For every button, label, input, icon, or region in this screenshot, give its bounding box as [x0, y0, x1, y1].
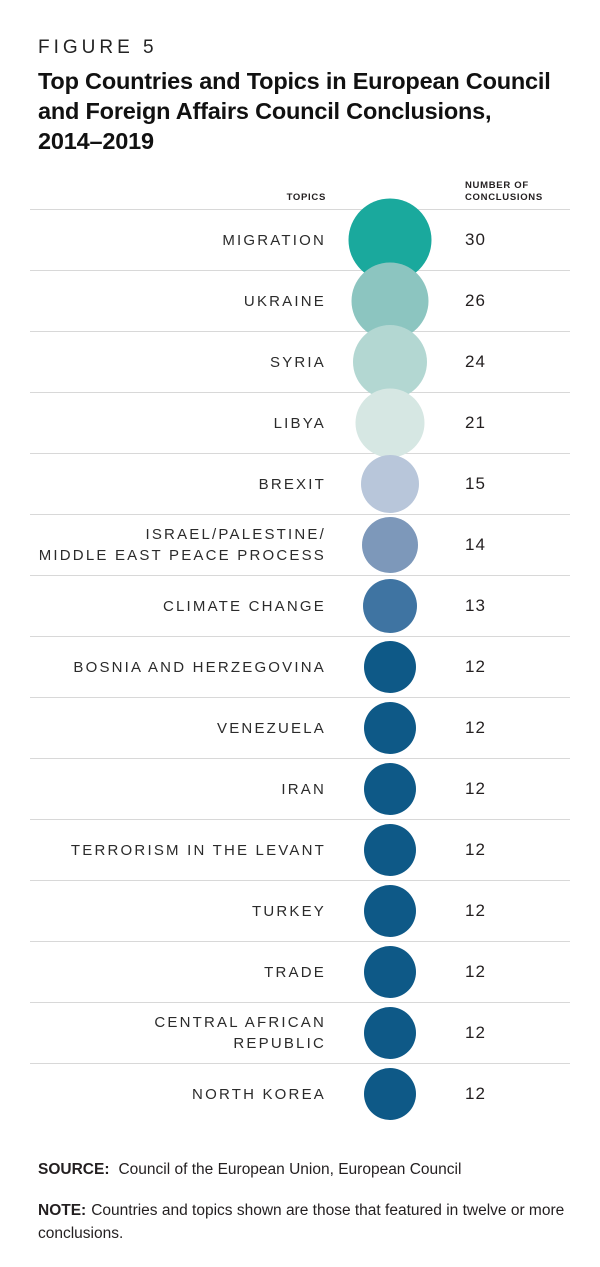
topic-label: CENTRAL AFRICAN REPUBLIC	[154, 1014, 326, 1052]
topic-label: IRAN	[281, 780, 326, 798]
topic-bubble	[364, 1007, 416, 1059]
conclusion-count: 12	[465, 1084, 486, 1103]
conclusion-count: 30	[465, 230, 486, 249]
note-text: Countries and topics shown are those tha…	[38, 1202, 565, 1242]
topic-label: BOSNIA AND HERZEGOVINA	[73, 658, 326, 676]
col-header-topics: TOPICS	[286, 192, 326, 203]
topic-label: NORTH KOREA	[192, 1085, 326, 1103]
conclusion-count: 12	[465, 718, 486, 737]
conclusion-count: 12	[465, 840, 486, 859]
source-line: SOURCE: Council of the European Union, Eu…	[38, 1158, 562, 1181]
table-row: ISRAEL/PALESTINE/ MIDDLE EAST PEACE PROC…	[30, 515, 570, 576]
note-line: NOTE: Countries and topics shown are thos…	[38, 1199, 583, 1245]
topic-bubble	[364, 1068, 416, 1120]
topic-bubble	[361, 455, 419, 513]
note-label: NOTE:	[38, 1202, 87, 1219]
conclusion-count: 26	[465, 291, 486, 310]
col-header-conclusions: NUMBER OF CONCLUSIONS	[465, 180, 543, 203]
source-text: Council of the European Union, European …	[118, 1161, 462, 1178]
topic-label: UKRAINE	[243, 292, 326, 310]
conclusion-count: 14	[465, 535, 486, 554]
topic-label: VENEZUELA	[217, 719, 326, 737]
topic-bubble	[353, 325, 427, 399]
topic-bubble	[362, 517, 418, 573]
table-row: VENEZUELA 12	[30, 698, 570, 759]
source-label: SOURCE:	[38, 1161, 110, 1178]
topic-label: TURKEY	[251, 902, 326, 920]
table-row: BOSNIA AND HERZEGOVINA 12	[30, 637, 570, 698]
conclusion-count: 12	[465, 779, 486, 798]
topic-label: MIGRATION	[222, 231, 326, 249]
topic-bubble	[364, 824, 416, 876]
table-row: BREXIT 15	[30, 454, 570, 515]
bubble-chart: TOPICS NUMBER OF CONCLUSIONS MIGRATION 3…	[30, 169, 570, 1124]
topic-bubble	[364, 763, 416, 815]
table-row: UKRAINE 26	[30, 262, 570, 340]
table-row: TRADE 12	[30, 942, 570, 1003]
conclusion-count: 12	[465, 962, 486, 981]
column-header-row: TOPICS NUMBER OF CONCLUSIONS	[30, 169, 570, 210]
conclusion-count: 24	[465, 352, 486, 371]
conclusion-count: 21	[465, 413, 486, 432]
conclusion-count: 12	[465, 901, 486, 920]
topic-bubble	[364, 702, 416, 754]
topic-bubble	[364, 946, 416, 998]
topic-bubble	[363, 579, 417, 633]
table-row: MIGRATION 30	[30, 198, 570, 282]
table-row: TERRORISM IN THE LEVANT 12	[30, 820, 570, 881]
table-row: CLIMATE CHANGE 13	[30, 576, 570, 637]
conclusion-count: 12	[465, 657, 486, 676]
figure-header: FIGURE 5 Top Countries and Topics in Eur…	[0, 0, 600, 156]
topic-label: CLIMATE CHANGE	[162, 597, 326, 615]
figure-title: Top Countries and Topics in European Cou…	[38, 68, 551, 154]
topic-bubble	[364, 641, 416, 693]
topic-label: SYRIA	[269, 353, 326, 371]
conclusion-count: 13	[465, 596, 486, 615]
topic-label: BREXIT	[258, 475, 326, 493]
table-row: IRAN 12	[30, 759, 570, 820]
table-row: NORTH KOREA 12	[30, 1064, 570, 1124]
table-row: SYRIA 24	[30, 325, 570, 399]
conclusion-count: 15	[465, 474, 486, 493]
figure-footer: SOURCE: Council of the European Union, Eu…	[0, 1124, 600, 1245]
topic-label: ISRAEL/PALESTINE/ MIDDLE EAST PEACE PROC…	[38, 526, 326, 564]
topic-label: LIBYA	[273, 414, 326, 432]
table-row: LIBYA 21	[30, 388, 570, 458]
topic-label: TRADE	[264, 963, 326, 981]
table-row: CENTRAL AFRICAN REPUBLIC 12	[30, 1003, 570, 1064]
topic-label: TERRORISM IN THE LEVANT	[70, 841, 326, 859]
topic-bubble	[355, 388, 425, 458]
topic-bubble	[364, 885, 416, 937]
conclusion-count: 12	[465, 1023, 486, 1042]
table-row: TURKEY 12	[30, 881, 570, 942]
figure-label: FIGURE 5	[38, 37, 158, 58]
